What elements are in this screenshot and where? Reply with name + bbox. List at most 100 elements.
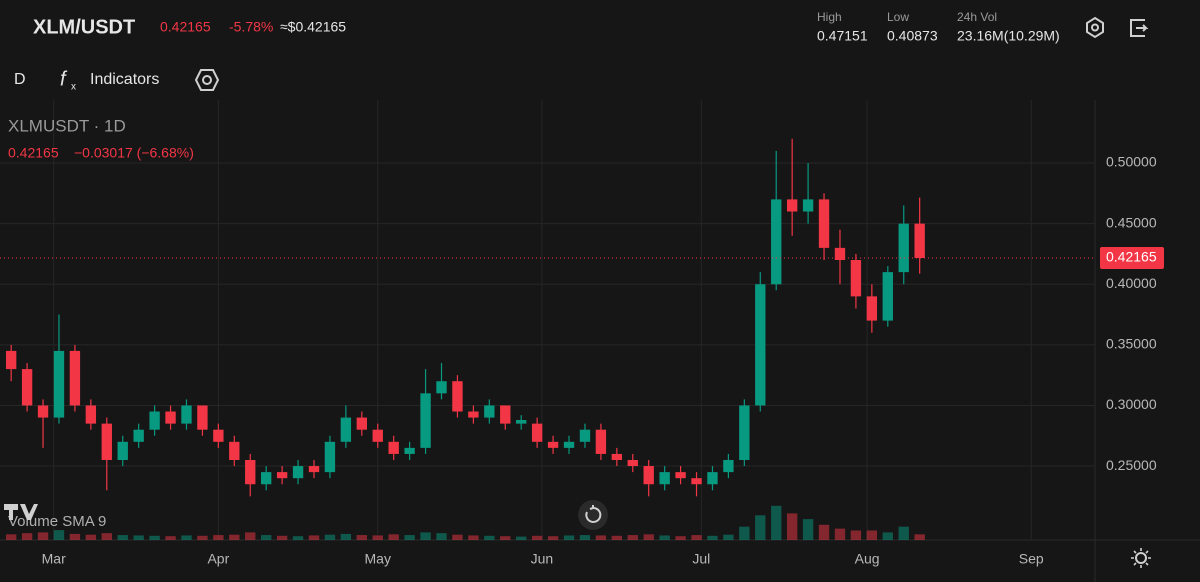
- x-tick-label: Aug: [855, 551, 880, 567]
- volume-bar: [898, 526, 909, 540]
- y-tick-label: 0.45000: [1106, 214, 1157, 230]
- candle-body: [627, 460, 638, 467]
- volume-bar: [308, 535, 320, 540]
- candle-body: [675, 472, 686, 479]
- volume-bar: [707, 535, 718, 540]
- volume-bar: [675, 536, 686, 540]
- volume-bar: [404, 535, 415, 540]
- candle-body: [324, 441, 336, 473]
- reset-button[interactable]: [578, 500, 608, 530]
- y-tick-label: 0.40000: [1106, 275, 1157, 291]
- volume-bar: [149, 535, 160, 540]
- volume-bar: [372, 535, 383, 540]
- candle-body: [898, 223, 909, 273]
- settings-icon[interactable]: [1086, 16, 1104, 39]
- interval[interactable]: D: [14, 71, 26, 88]
- candle-body: [404, 447, 415, 454]
- candle-body: [133, 429, 144, 442]
- candle-body: [595, 429, 607, 454]
- volume-bar: [69, 533, 81, 540]
- volume-bar: [579, 535, 591, 540]
- share-icon[interactable]: [1130, 19, 1149, 37]
- templates-icon[interactable]: [194, 69, 220, 91]
- volume-bar: [388, 534, 399, 540]
- volume-bar: [133, 535, 144, 540]
- candle-body: [292, 466, 304, 479]
- volume-bar: [755, 515, 766, 540]
- candle-body: [786, 199, 798, 212]
- candle-body: [659, 472, 670, 485]
- volume-bar: [260, 535, 272, 540]
- volume-bar: [739, 526, 750, 540]
- volume-bar: [595, 535, 607, 540]
- legend-price: 0.42165: [8, 145, 59, 161]
- volume-bar: [850, 530, 862, 540]
- volume-bar: [356, 535, 367, 540]
- candle-body: [563, 441, 575, 448]
- volume-bar: [484, 535, 495, 540]
- volume-bar: [547, 536, 559, 540]
- volume-bar: [213, 535, 224, 540]
- candle-body: [308, 466, 320, 473]
- candle-body: [882, 272, 893, 321]
- volume-bar: [197, 535, 208, 540]
- volume-bar: [452, 534, 463, 540]
- candle-body: [547, 441, 559, 448]
- time-settings-icon[interactable]: [1131, 548, 1151, 568]
- candle-body: [611, 453, 623, 460]
- volume-bar: [181, 535, 192, 540]
- fx-icon-sub: x: [71, 82, 76, 93]
- candle-body: [579, 429, 591, 442]
- candle-body: [117, 441, 128, 460]
- stat-value: 23.16M(10.29M): [957, 28, 1060, 44]
- volume-bar: [866, 530, 878, 540]
- volume-bar: [531, 535, 543, 540]
- candle-body: [643, 466, 654, 485]
- plot: 0.25000 0.30000 0.35000 0.40000 0.45000 0.500…: [0, 100, 1164, 567]
- volume-bar: [420, 532, 431, 540]
- candle-body: [420, 393, 431, 448]
- candle-body: [37, 405, 49, 418]
- volume-bar: [723, 534, 734, 540]
- candle-body: [5, 350, 17, 370]
- candle-body: [276, 472, 288, 479]
- y-tick-label: 0.30000: [1106, 396, 1157, 412]
- symbol[interactable]: XLM/USDT: [33, 16, 135, 38]
- volume-bar: [85, 534, 97, 540]
- volume-label: Volume SMA 9: [8, 513, 106, 530]
- x-tick-label: Jun: [531, 551, 554, 567]
- candle-body: [213, 429, 224, 442]
- volume-bar: [340, 533, 352, 540]
- candle-body: [436, 381, 447, 394]
- volume-bar: [611, 535, 623, 540]
- indicators-button[interactable]: Indicators: [90, 71, 159, 88]
- volume-bar: [468, 535, 479, 540]
- volume-bar: [627, 535, 638, 540]
- candle-body: [691, 478, 702, 485]
- legend-change: −0.03017 (−6.68%): [74, 145, 194, 161]
- volume-bar: [436, 533, 447, 540]
- candle-body: [452, 381, 463, 412]
- candle-body: [21, 369, 33, 406]
- candle-body: [149, 411, 160, 430]
- volume-bar: [516, 536, 527, 540]
- approx-price: ≈$0.42165: [280, 19, 346, 35]
- candle-body: [69, 350, 81, 406]
- volume-bar: [229, 534, 240, 540]
- candle-body: [101, 423, 112, 460]
- logo: [4, 504, 38, 520]
- candle-body: [260, 472, 272, 485]
- x-tick-label: Apr: [207, 551, 229, 567]
- candle-body: [866, 296, 878, 321]
- stat-value: 0.47151: [817, 28, 868, 44]
- volume-bar: [117, 535, 128, 540]
- y-tick-label: 0.35000: [1106, 336, 1157, 352]
- candle-body: [388, 441, 399, 454]
- volume-bar: [563, 535, 575, 540]
- last-price-tag: [1100, 247, 1164, 269]
- candle-body: [229, 441, 240, 460]
- candle-body: [771, 199, 782, 285]
- volume-bar: [818, 524, 830, 540]
